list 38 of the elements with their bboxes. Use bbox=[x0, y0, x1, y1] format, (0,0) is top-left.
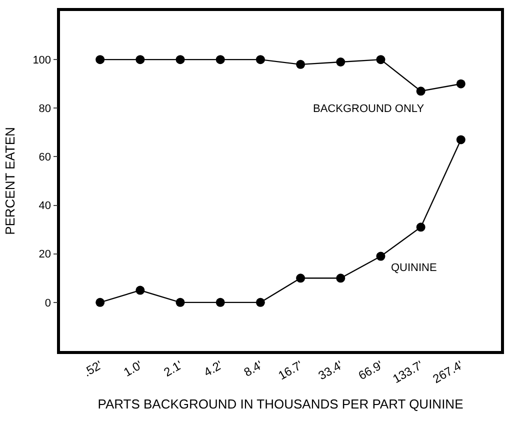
point bbox=[256, 298, 265, 307]
x-tick-label: 2.1' bbox=[161, 358, 185, 380]
series-label: QUININE bbox=[391, 262, 437, 274]
point bbox=[296, 274, 306, 283]
point bbox=[96, 55, 105, 64]
point bbox=[336, 274, 346, 283]
point bbox=[336, 58, 346, 66]
point bbox=[296, 60, 306, 69]
x-tick-label: .52' bbox=[81, 358, 105, 380]
x-tick-label: 66.9' bbox=[356, 358, 386, 383]
point bbox=[176, 55, 185, 64]
y-tick-label: 40 bbox=[38, 200, 52, 212]
point bbox=[416, 222, 426, 232]
series-label: BACKGROUND ONLY bbox=[313, 103, 425, 115]
point bbox=[456, 135, 466, 144]
x-tick-label: 33.4' bbox=[316, 358, 346, 383]
x-tick-label: 8.4' bbox=[242, 358, 265, 380]
point bbox=[96, 298, 105, 307]
point bbox=[376, 252, 386, 261]
point bbox=[216, 298, 225, 307]
point bbox=[416, 86, 426, 96]
point bbox=[256, 55, 265, 64]
point bbox=[136, 286, 145, 295]
point bbox=[216, 55, 225, 64]
point bbox=[176, 298, 185, 307]
y-tick-label: 60 bbox=[38, 152, 52, 164]
point bbox=[136, 55, 145, 64]
y-axis-title: PERCENT EATEN bbox=[2, 127, 18, 235]
x-axis-title: PARTS BACKGROUND IN THOUSANDS PER PART QUININE bbox=[98, 396, 464, 412]
point bbox=[376, 55, 386, 64]
y-tick-label: 80 bbox=[38, 102, 52, 115]
x-tick-label: 16.7' bbox=[276, 358, 306, 383]
point bbox=[456, 79, 466, 88]
x-tick-label: 4.2' bbox=[201, 358, 225, 380]
y-tick-label: 20 bbox=[38, 248, 52, 261]
y-tick-label: 100 bbox=[32, 54, 52, 66]
x-tick-label: 1.0' bbox=[121, 358, 145, 380]
y-tick-label: 0 bbox=[44, 297, 52, 310]
